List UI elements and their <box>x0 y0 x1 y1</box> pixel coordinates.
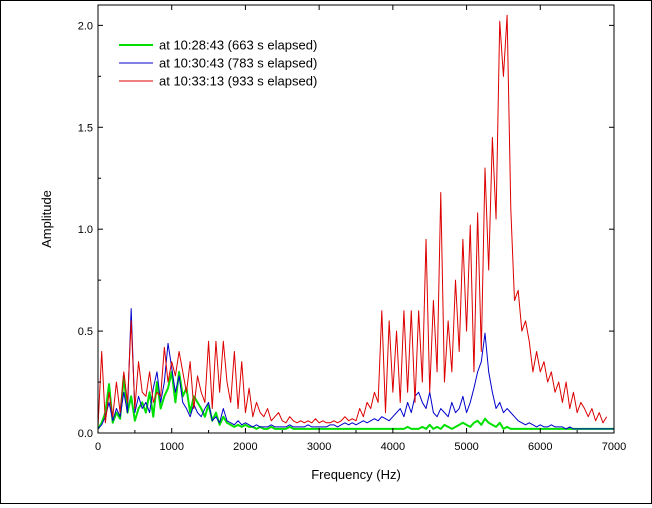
x-tick-label: 1000 <box>159 441 183 453</box>
x-tick-label: 7000 <box>602 441 626 453</box>
x-tick-label: 3000 <box>307 441 331 453</box>
ticks-layer: 0 1000 2000 3000 4000 5000 6000 7000 0.0 0.5 1.0 1.… <box>78 5 626 453</box>
series-line-1 <box>98 370 614 430</box>
legend-label-3: at 10:33:13 (933 s elapsed) <box>159 74 317 89</box>
legend-label-1: at 10:28:43 (663 s elapsed) <box>159 38 317 53</box>
y-tick-label: 2.0 <box>78 20 93 32</box>
x-axis-label: Frequency (Hz) <box>311 467 401 482</box>
x-tick-label: 2000 <box>233 441 257 453</box>
y-tick-label: 1.5 <box>78 122 93 134</box>
series-line-3 <box>98 14 608 427</box>
legend: at 10:28:43 (663 s elapsed) at 10:30:43 (… <box>119 38 317 89</box>
x-tick-label: 0 <box>95 441 101 453</box>
x-tick-label: 5000 <box>454 441 478 453</box>
y-axis-label: Amplitude <box>39 190 54 248</box>
legend-label-2: at 10:30:43 (783 s elapsed) <box>159 56 317 71</box>
series-layer <box>98 14 614 430</box>
x-tick-label: 6000 <box>528 441 552 453</box>
y-tick-label: 0.0 <box>78 428 93 440</box>
series-line-2 <box>98 308 614 430</box>
y-tick-label: 1.0 <box>78 224 93 236</box>
x-tick-label: 4000 <box>381 441 405 453</box>
y-tick-label: 0.5 <box>78 326 93 338</box>
